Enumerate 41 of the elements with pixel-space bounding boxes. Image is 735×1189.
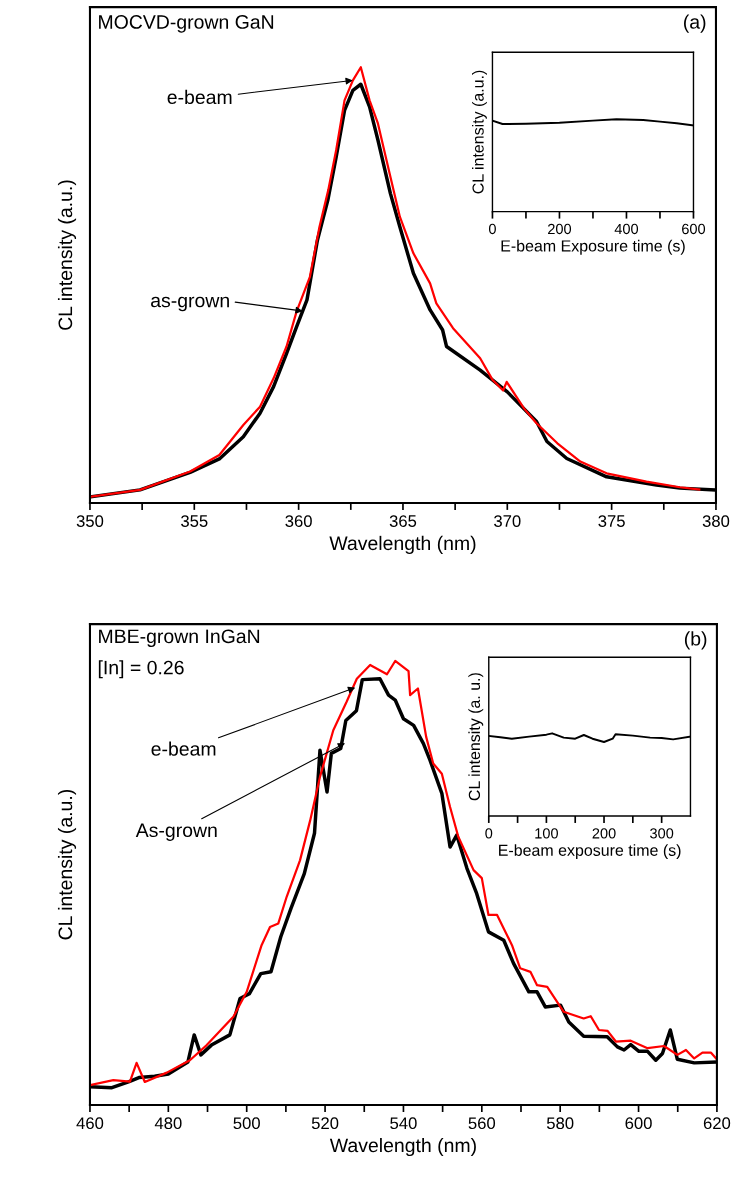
x-tick-label: 620 — [703, 1117, 731, 1130]
annotation: [In] = 0.26 — [98, 660, 184, 679]
annotation: e-beam — [167, 89, 232, 105]
y-axis-title: CL intensity (a.u.) — [57, 180, 77, 330]
x-tick-label: 460 — [76, 1117, 104, 1130]
x-tick-label: 200 — [592, 828, 616, 839]
x-tick-label: 355 — [181, 515, 208, 527]
x-tick-label: 100 — [535, 828, 558, 839]
x-axis-title: Wavelength (nm) — [329, 535, 476, 554]
x-tick-label: 200 — [548, 223, 572, 235]
x-tick-label: 480 — [154, 1117, 182, 1130]
annotation: as-grown — [151, 296, 229, 312]
y-axis-title: CL intensity (a. u.) — [468, 673, 484, 801]
x-tick-label: 600 — [682, 223, 706, 235]
x-axis-title: Wavelength (nm) — [329, 1137, 476, 1157]
x-tick-label: 0 — [488, 223, 496, 235]
text: MOCVD-grown GaN — [99, 15, 274, 33]
x-tick-label: 0 — [485, 828, 493, 839]
x-tick-label: 350 — [76, 515, 104, 527]
x-tick-label: 520 — [311, 1117, 339, 1130]
x-tick-label: 365 — [389, 515, 417, 527]
text: (a) — [684, 14, 706, 33]
x-tick-label: 540 — [390, 1117, 417, 1130]
x-tick-label: 500 — [233, 1117, 260, 1130]
x-tick-label: 300 — [650, 828, 674, 839]
annotation: e-beam — [151, 741, 216, 756]
x-tick-label: 375 — [598, 515, 625, 527]
x-axis-title: E-beam exposure time (s) — [499, 844, 681, 860]
y-axis-title: CL intensity (a.u.) — [57, 789, 77, 940]
text: (b) — [684, 631, 707, 650]
x-tick-label: 560 — [468, 1117, 496, 1130]
x-tick-label: 380 — [702, 515, 730, 527]
y-axis-title: CL intensity (a.u.) — [472, 70, 487, 194]
x-tick-label: 600 — [625, 1117, 652, 1130]
x-tick-label: 360 — [285, 515, 312, 527]
x-tick-label: 580 — [546, 1117, 574, 1130]
x-tick-label: 370 — [494, 515, 521, 527]
x-tick-label: 400 — [614, 223, 639, 235]
x-axis-title: E-beam Exposure time (s) — [501, 239, 685, 255]
text: MBE-grown InGaN — [99, 629, 260, 648]
annotation: As-grown — [135, 823, 217, 841]
